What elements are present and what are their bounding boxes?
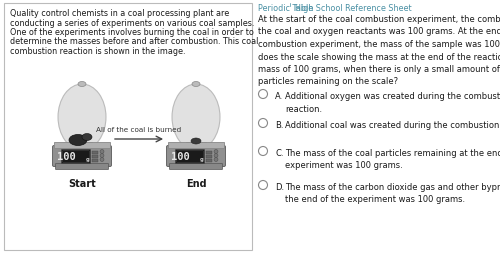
Bar bbox=[72, 142, 92, 147]
Text: conducting a series of experiments on various coal samples.: conducting a series of experiments on va… bbox=[10, 19, 254, 27]
Text: determine the masses before and after combustion. This coal: determine the masses before and after co… bbox=[10, 37, 258, 46]
Bar bbox=[92, 151, 98, 154]
Circle shape bbox=[214, 154, 218, 158]
Text: Periodic Table: Periodic Table bbox=[258, 4, 313, 13]
Text: Quality control chemists in a coal processing plant are: Quality control chemists in a coal proce… bbox=[10, 9, 229, 18]
Text: D.: D. bbox=[275, 182, 284, 191]
Circle shape bbox=[100, 150, 104, 154]
Ellipse shape bbox=[192, 82, 200, 87]
Bar bbox=[54, 142, 110, 148]
Circle shape bbox=[258, 147, 268, 156]
FancyBboxPatch shape bbox=[62, 151, 90, 163]
Text: 100: 100 bbox=[171, 152, 190, 162]
Ellipse shape bbox=[191, 138, 201, 145]
Bar bbox=[206, 151, 212, 154]
FancyBboxPatch shape bbox=[4, 4, 252, 250]
Bar bbox=[206, 155, 212, 158]
Text: Additional oxygen was created during the combustion
reaction.: Additional oxygen was created during the… bbox=[285, 92, 500, 113]
Text: One of the experiments involves burning the coal in order to: One of the experiments involves burning … bbox=[10, 28, 254, 37]
Bar bbox=[92, 155, 98, 158]
Text: The mass of the carbon dioxide gas and other byproducts at
the end of the experi: The mass of the carbon dioxide gas and o… bbox=[285, 182, 500, 204]
Text: High School Reference Sheet: High School Reference Sheet bbox=[295, 4, 412, 13]
FancyBboxPatch shape bbox=[62, 150, 90, 164]
Text: The mass of the coal particles remaining at the end of the
experiment was 100 gr: The mass of the coal particles remaining… bbox=[285, 148, 500, 170]
Text: 100: 100 bbox=[57, 152, 76, 162]
Text: A.: A. bbox=[275, 92, 283, 101]
Bar bbox=[168, 142, 224, 148]
Circle shape bbox=[258, 90, 268, 99]
Text: g: g bbox=[200, 156, 204, 161]
FancyBboxPatch shape bbox=[52, 146, 112, 167]
FancyBboxPatch shape bbox=[56, 164, 108, 170]
Ellipse shape bbox=[172, 85, 220, 150]
Bar bbox=[186, 142, 206, 147]
Circle shape bbox=[100, 154, 104, 158]
Ellipse shape bbox=[82, 134, 92, 141]
Circle shape bbox=[214, 150, 218, 154]
Text: All of the coal is burned: All of the coal is burned bbox=[96, 126, 182, 133]
Circle shape bbox=[214, 158, 218, 162]
Text: Start: Start bbox=[68, 178, 96, 188]
Bar bbox=[92, 159, 98, 162]
Ellipse shape bbox=[69, 135, 87, 146]
Bar bbox=[206, 159, 212, 162]
FancyBboxPatch shape bbox=[166, 146, 226, 167]
FancyBboxPatch shape bbox=[176, 150, 204, 164]
Text: Additional coal was created during the combustion reaction.: Additional coal was created during the c… bbox=[285, 121, 500, 130]
Text: At the start of the coal combustion experiment, the combined mass of
the coal an: At the start of the coal combustion expe… bbox=[258, 15, 500, 86]
Ellipse shape bbox=[78, 82, 86, 87]
Circle shape bbox=[100, 158, 104, 162]
Text: End: End bbox=[186, 178, 206, 188]
Text: g: g bbox=[86, 156, 90, 161]
Text: B.: B. bbox=[275, 121, 283, 130]
Circle shape bbox=[258, 181, 268, 190]
FancyBboxPatch shape bbox=[170, 164, 222, 170]
Ellipse shape bbox=[58, 85, 106, 150]
Circle shape bbox=[258, 119, 268, 128]
FancyBboxPatch shape bbox=[176, 151, 204, 163]
Text: combustion reaction is shown in the image.: combustion reaction is shown in the imag… bbox=[10, 47, 186, 56]
Text: C.: C. bbox=[275, 148, 283, 157]
